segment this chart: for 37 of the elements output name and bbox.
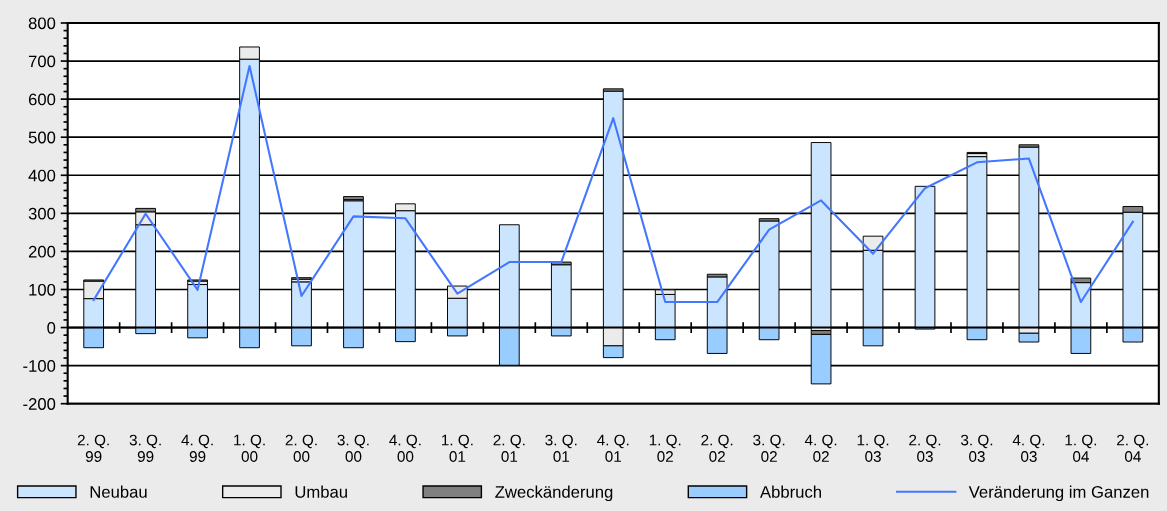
x-tick-label: 4. Q. 99	[181, 434, 213, 462]
y-tick-label: 200	[28, 245, 56, 258]
x-tick-label: 4. Q. 00	[389, 434, 421, 462]
x-tick-label: 2. Q. 99	[77, 434, 109, 462]
x-tick-label: 4. Q. 01	[597, 434, 629, 462]
x-tick-label: 4. Q. 03	[1012, 434, 1045, 462]
y-tick-label: 500	[28, 131, 56, 144]
y-tick-label: 800	[28, 17, 56, 30]
x-tick-label: 1. Q. 00	[234, 434, 265, 462]
x-tick-label: 4. Q. 02	[804, 434, 837, 462]
x-tick-label: 2. Q. 02	[701, 434, 733, 462]
x-tick-label: 1. Q. 01	[441, 434, 473, 462]
x-tick-label: 3. Q. 03	[961, 434, 993, 462]
y-tick-label: 300	[28, 207, 56, 220]
x-tick-label: 2. Q. 01	[493, 434, 525, 462]
y-tick-label: 100	[29, 283, 56, 296]
y-tick-label: 600	[28, 93, 56, 106]
y-tick-label: 0	[47, 321, 56, 334]
x-tick-label: 1. Q. 03	[857, 434, 889, 462]
legend-label: Zweckänderung	[495, 485, 613, 502]
legend-label: Umbau	[295, 485, 347, 498]
y-tick-label: -200	[23, 398, 56, 410]
x-tick-label: 3. Q. 01	[545, 434, 577, 462]
x-tick-label: 2. Q. 03	[909, 434, 941, 462]
y-tick-label: 400	[28, 169, 56, 182]
y-tick-label: -100	[23, 360, 56, 372]
legend-label: Abbruch	[760, 485, 821, 498]
x-tick-label: 1. Q. 02	[649, 434, 681, 462]
x-tick-label: 3. Q. 02	[753, 434, 785, 462]
legend-label: Veränderung im Ganzen	[968, 485, 1149, 502]
x-tick-label: 1. Q. 04	[1065, 434, 1097, 462]
x-tick-label: 3. Q. 99	[129, 434, 161, 462]
x-tick-label: 2. Q. 00	[285, 434, 317, 462]
x-tick-label: 3. Q. 00	[337, 434, 369, 462]
legend-label: Neubau	[90, 485, 147, 498]
x-tick-label: 2. Q. 04	[1117, 434, 1149, 462]
y-tick-label: 700	[28, 55, 56, 68]
